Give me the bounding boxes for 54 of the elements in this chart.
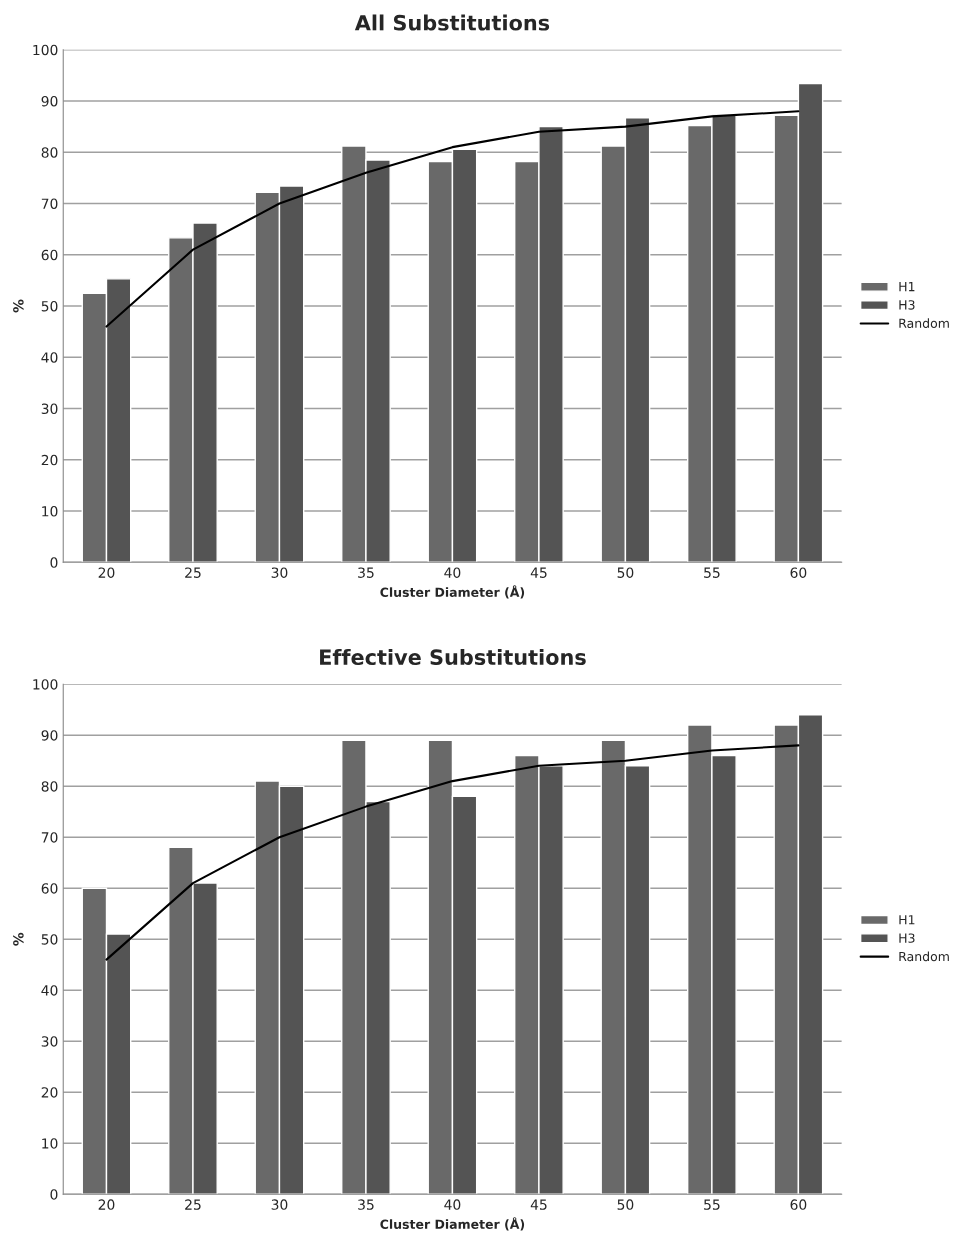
legend-label: H3: [899, 300, 915, 310]
legend-label: H3: [899, 933, 915, 943]
x-tick-label: 40: [444, 567, 461, 578]
x-tick-label: 40: [444, 1199, 461, 1210]
x-axis-title: Cluster Diameter (Å): [380, 1217, 525, 1231]
y-tick-label: 90: [41, 95, 58, 107]
x-tick-label: 25: [185, 567, 201, 578]
y-tick-label: 80: [41, 781, 58, 792]
y-tick-label: 70: [41, 198, 58, 209]
x-tick-label: 45: [530, 1199, 547, 1210]
y-tick-label: 100: [33, 679, 58, 690]
y-tick-label: 60: [41, 249, 58, 261]
chart-title: All Substitutions: [354, 14, 550, 31]
line-series: [105, 744, 800, 961]
y-tick-label: 30: [41, 1036, 58, 1047]
x-tick-label: 30: [271, 567, 288, 578]
x-tick-label: 35: [358, 567, 374, 578]
line-series: [105, 110, 800, 328]
x-tick-label: 55: [704, 567, 720, 578]
y-tick-label: 90: [41, 730, 58, 741]
x-tick-label: 30: [271, 1199, 288, 1210]
y-tick-label: 40: [41, 985, 58, 996]
x-axis-title: Cluster Diameter (Å): [380, 585, 525, 599]
x-tick-label: 55: [704, 1199, 720, 1210]
y-axis-title: %: [13, 932, 24, 946]
y-tick-label: 80: [41, 147, 58, 158]
legend-label: Random: [899, 318, 949, 328]
x-tick-label: 20: [98, 1199, 115, 1210]
y-tick-label: 60: [41, 883, 58, 894]
legend-label: H1: [899, 282, 915, 292]
x-tick-label: 25: [185, 1199, 201, 1210]
y-tick-label: 50: [41, 934, 58, 945]
x-tick-label: 50: [617, 567, 634, 578]
y-tick-label: 20: [41, 1087, 58, 1098]
y-tick-label: 0: [50, 557, 58, 568]
legend-label: Random: [899, 951, 949, 962]
y-tick-label: 40: [41, 352, 58, 363]
x-tick-label: 50: [617, 1199, 634, 1210]
y-axis-title: %: [13, 299, 24, 313]
x-tick-label: 60: [790, 1199, 807, 1210]
y-tick-label: 30: [41, 403, 58, 414]
x-tick-label: 45: [530, 567, 547, 578]
x-tick-label: 20: [98, 567, 115, 578]
chart-title: Effective Substitutions: [320, 648, 586, 666]
y-tick-label: 50: [41, 300, 58, 312]
y-tick-label: 10: [42, 506, 58, 517]
legend-label: H1: [899, 915, 915, 925]
x-tick-label: 60: [790, 567, 807, 578]
y-tick-label: 10: [42, 1138, 58, 1149]
y-tick-label: 100: [33, 44, 58, 56]
x-tick-label: 35: [358, 1199, 374, 1210]
y-tick-label: 70: [41, 832, 58, 843]
y-tick-label: 20: [41, 454, 58, 466]
y-tick-label: 0: [50, 1189, 58, 1200]
